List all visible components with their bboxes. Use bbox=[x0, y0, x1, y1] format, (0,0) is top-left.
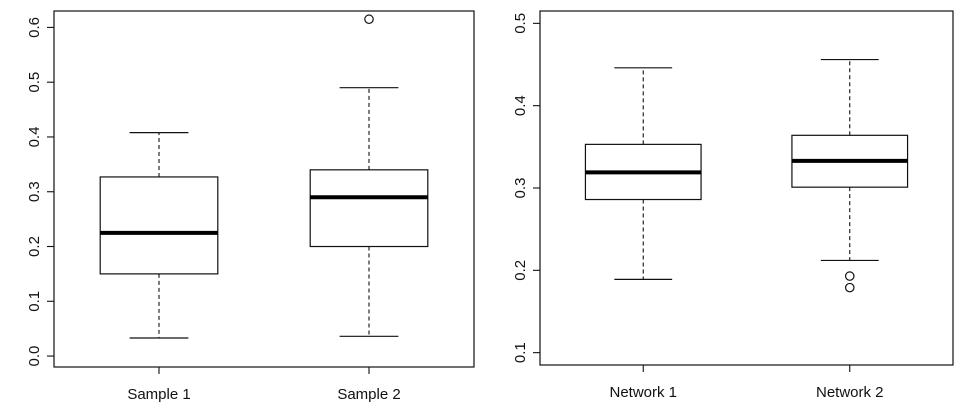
y-tick-label: 0.2 bbox=[512, 260, 529, 281]
x-category-label: Network 1 bbox=[609, 384, 677, 401]
y-tick-label: 0.0 bbox=[26, 346, 43, 367]
chart-panel-2: 0.1 0.2 0.3 0.4 0.5 Network 1 Network 2 bbox=[512, 10, 954, 401]
y-tick-label: 0.5 bbox=[512, 13, 529, 34]
plot-frame bbox=[53, 10, 475, 368]
x-category-label: Network 2 bbox=[816, 384, 884, 401]
box-1 bbox=[99, 131, 219, 339]
y-tick-label: 0.1 bbox=[512, 342, 529, 363]
outlier-point bbox=[844, 271, 855, 281]
box-2 bbox=[309, 14, 429, 337]
y-tick-label: 0.6 bbox=[26, 17, 43, 38]
y-tick-label: 0.5 bbox=[26, 72, 43, 93]
iqr-box bbox=[99, 176, 219, 275]
y-tick-label: 0.3 bbox=[512, 178, 529, 199]
outlier-point bbox=[364, 14, 374, 25]
x-category-label: Sample 2 bbox=[337, 386, 400, 403]
box-1 bbox=[584, 67, 702, 280]
y-tick-label: 0.4 bbox=[512, 95, 529, 116]
y-tick-label: 0.2 bbox=[26, 236, 43, 257]
outlier-point bbox=[844, 282, 855, 293]
y-tick-label: 0.4 bbox=[26, 127, 43, 148]
iqr-box bbox=[309, 169, 429, 248]
x-category-label: Sample 1 bbox=[127, 386, 190, 403]
y-tick-label: 0.1 bbox=[26, 291, 43, 312]
y-tick-label: 0.3 bbox=[26, 181, 43, 202]
chart-panel-1: 0.0 0.1 0.2 0.3 0.4 0.5 0.6 Sample 1 Sample 2 bbox=[26, 10, 475, 403]
box-2 bbox=[791, 58, 909, 293]
